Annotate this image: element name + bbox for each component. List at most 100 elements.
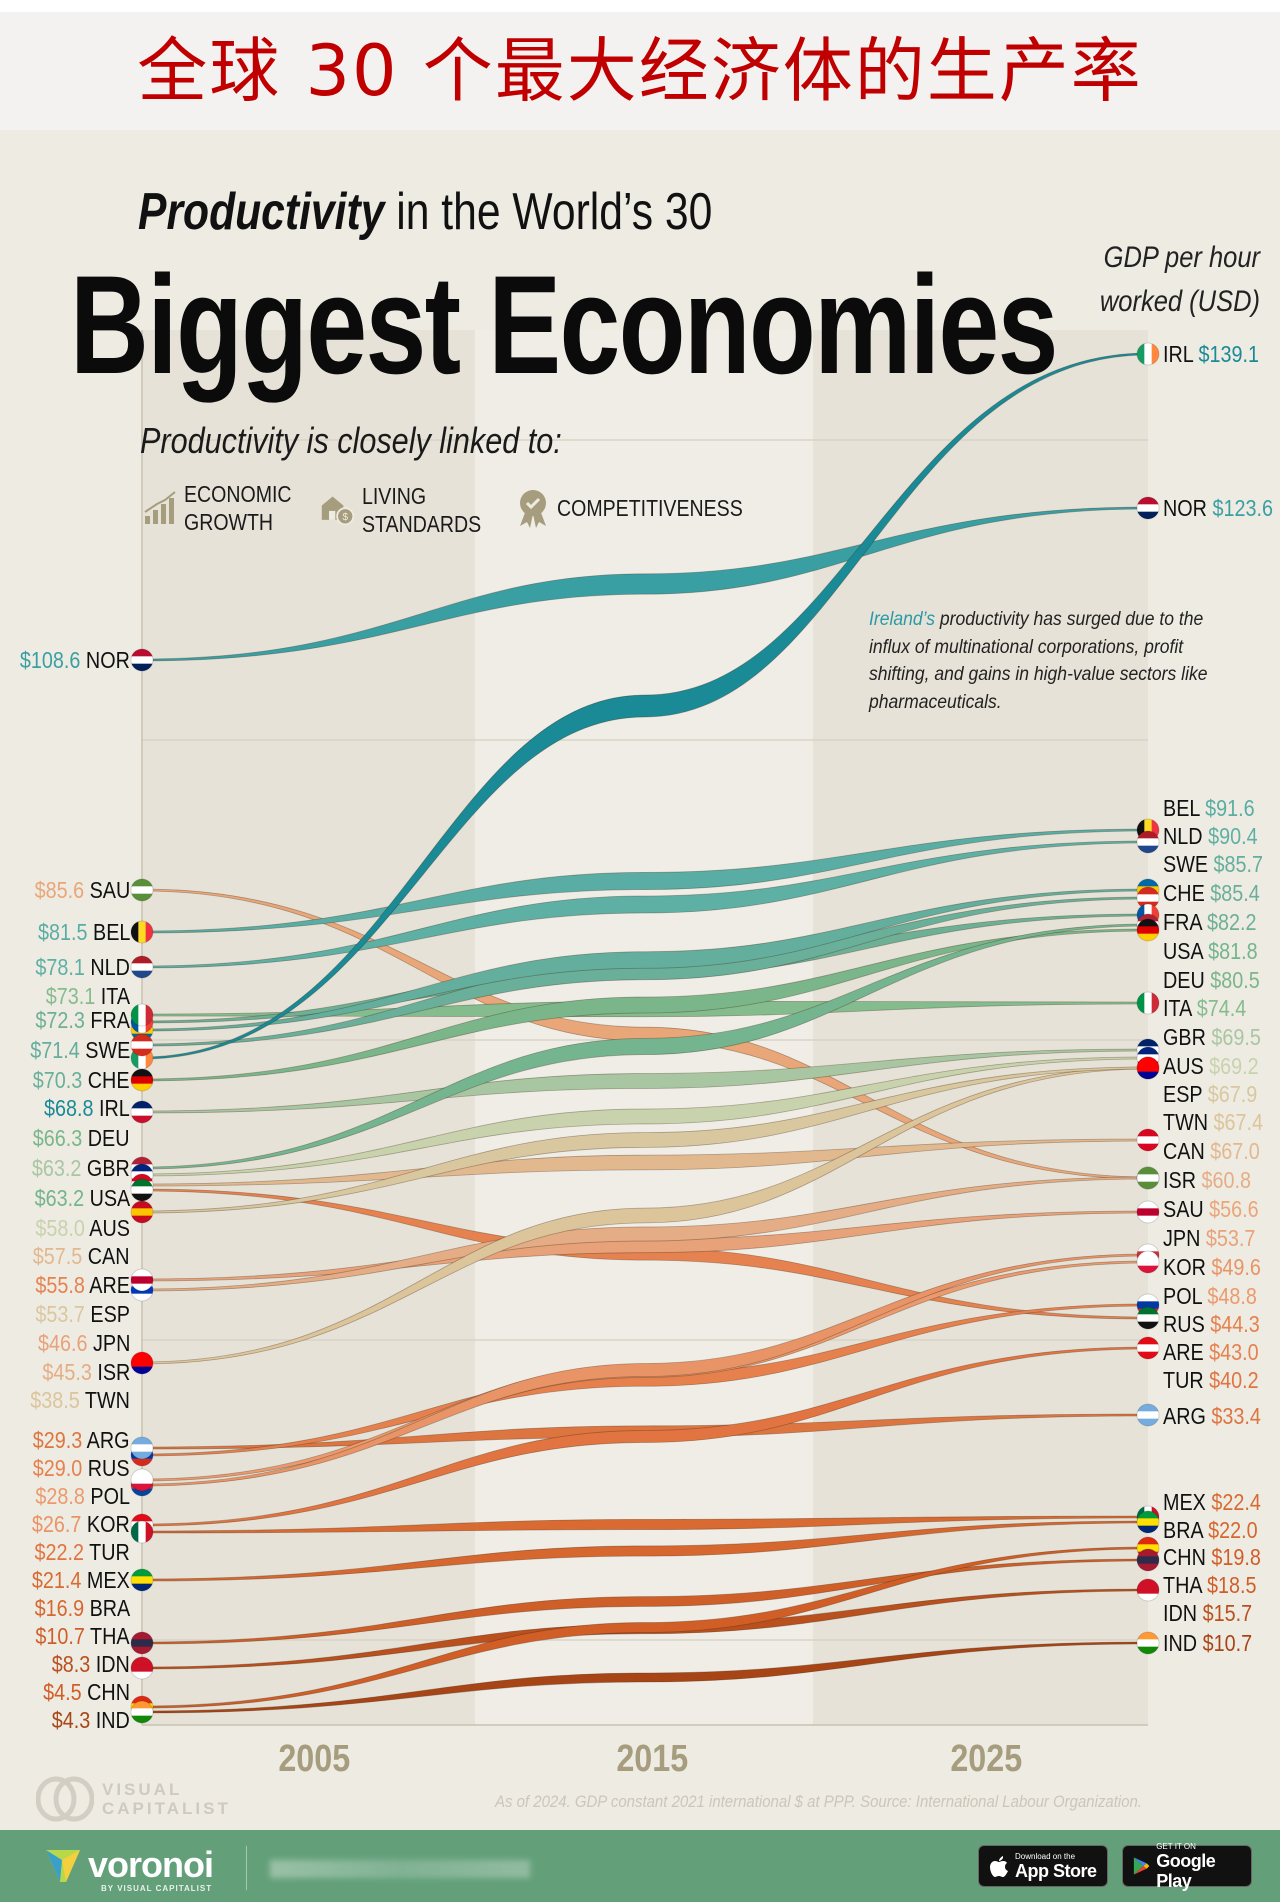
start-value: $70.3	[33, 1067, 83, 1093]
right-label-fra: FRA $82.2	[1163, 908, 1256, 936]
left-label-arg: $29.3 ARG	[33, 1426, 130, 1454]
flag-ind-icon	[1136, 1631, 1160, 1655]
right-label-gbr: GBR $69.5	[1163, 1023, 1261, 1051]
country-code: BRA	[89, 1595, 130, 1621]
annotation-text: productivity has surged due to the influ…	[869, 608, 1208, 713]
chart-title: Biggest Economies	[70, 246, 1058, 403]
ireland-annotation: Ireland’s productivity has surged due to…	[869, 606, 1247, 716]
end-value: $82.2	[1206, 909, 1257, 935]
end-value: $67.0	[1210, 1138, 1260, 1164]
left-label-fra: $72.3 FRA	[35, 1006, 130, 1034]
country-code: KOR	[1163, 1254, 1206, 1280]
voronoi-wordmark: voronoi	[88, 1844, 214, 1885]
flag-deu-icon	[130, 1068, 154, 1092]
country-code: CHN	[1163, 1544, 1206, 1570]
left-label-bra: $16.9 BRA	[34, 1594, 130, 1622]
flag-gbr-icon	[130, 1100, 154, 1124]
country-code: ISR	[1163, 1167, 1196, 1193]
left-label-irl: $68.8 IRL	[44, 1094, 130, 1122]
legend-item-competitiveness: COMPETITIVENESS	[515, 488, 776, 528]
x-tick-label: 2025	[950, 1738, 1023, 1780]
google-play-big-text: Google Play	[1156, 1850, 1216, 1891]
country-code: BRA	[1163, 1517, 1203, 1543]
start-value: $4.5	[43, 1679, 82, 1705]
legend-label: COMPETITIVENESS	[557, 495, 743, 521]
country-code: THA	[1163, 1572, 1202, 1598]
country-code: IND	[1163, 1630, 1198, 1656]
end-value: $81.8	[1208, 938, 1258, 964]
end-value: $53.7	[1205, 1225, 1256, 1251]
end-value: $69.2	[1209, 1053, 1259, 1079]
end-value: $33.4	[1211, 1403, 1261, 1429]
right-label-nld: NLD $90.4	[1163, 822, 1258, 850]
right-label-ind: IND $10.7	[1163, 1629, 1252, 1657]
country-code: CAN	[1163, 1138, 1205, 1164]
country-code: USA	[89, 1185, 130, 1211]
country-code: KOR	[87, 1511, 130, 1537]
flag-jpn-icon	[130, 1268, 154, 1292]
unit-label: GDP per hour worked (USD)	[1090, 236, 1260, 324]
country-code: ARG	[1163, 1403, 1206, 1429]
left-label-aus: $58.0 AUS	[35, 1214, 130, 1242]
flag-bra-icon	[130, 1568, 154, 1592]
visual-capitalist-logo: VISUAL CAPITALIST	[36, 1775, 231, 1823]
country-code: NOR	[1163, 495, 1207, 521]
flag-pol-icon	[130, 1468, 154, 1492]
flag-mex-icon	[130, 1520, 154, 1544]
start-value: $73.1	[45, 983, 96, 1009]
left-label-can: $57.5 CAN	[33, 1242, 130, 1270]
right-label-irl: IRL $139.1	[1163, 340, 1259, 368]
end-value: $49.6	[1211, 1254, 1261, 1280]
left-label-chn: $4.5 CHN	[43, 1678, 130, 1706]
start-value: $28.8	[35, 1483, 85, 1509]
right-label-che: CHE $85.4	[1163, 879, 1260, 907]
flag-tha-icon	[130, 1631, 154, 1655]
voronoi-tagline: BY VISUAL CAPITALIST	[101, 1884, 213, 1893]
country-code: AUS	[89, 1215, 130, 1241]
bar-chart-growth-icon	[142, 488, 178, 528]
end-value: $67.4	[1213, 1109, 1264, 1135]
country-code: TWN	[84, 1387, 130, 1413]
voronoi-logo[interactable]: voronoi	[44, 1844, 214, 1886]
right-label-are: ARE $43.0	[1163, 1338, 1259, 1366]
country-code: ARE	[89, 1272, 130, 1298]
country-code: TUR	[89, 1539, 130, 1565]
visual-capitalist-text: VISUAL CAPITALIST	[102, 1780, 231, 1818]
start-value: $81.5	[37, 919, 88, 945]
start-value: $53.7	[35, 1301, 85, 1327]
footer-divider	[246, 1846, 247, 1890]
right-label-esp: ESP $67.9	[1163, 1080, 1257, 1108]
country-code: JPN	[1163, 1225, 1201, 1251]
flag-idn-icon	[1136, 1578, 1160, 1602]
right-label-idn: IDN $15.7	[1163, 1599, 1252, 1627]
start-value: $46.6	[37, 1330, 88, 1356]
start-value: $29.3	[33, 1427, 83, 1453]
start-value: $63.2	[32, 1155, 82, 1181]
country-code: IDN	[95, 1651, 130, 1677]
flag-pol-icon	[1136, 1250, 1160, 1274]
flag-jpn-icon	[1136, 1200, 1160, 1224]
country-code: ARE	[1163, 1339, 1204, 1365]
google-play-button[interactable]: GET IT ON Google Play	[1122, 1842, 1252, 1891]
flag-nld-icon	[130, 955, 154, 979]
banner-title: 全球 30 个最大经济体的生产率	[137, 30, 1143, 112]
end-value: $69.5	[1211, 1024, 1261, 1050]
right-label-pol: POL $48.8	[1163, 1282, 1257, 1310]
right-label-ita: ITA $74.4	[1163, 994, 1246, 1022]
country-code: JPN	[92, 1330, 130, 1356]
x-tick-label: 2015	[616, 1738, 689, 1780]
country-code: THA	[90, 1623, 130, 1649]
start-value: $63.2	[34, 1185, 84, 1211]
right-label-can: CAN $67.0	[1163, 1137, 1260, 1165]
right-label-usa: USA $81.8	[1163, 937, 1258, 965]
flag-nor-icon	[1136, 496, 1160, 520]
left-label-nld: $78.1 NLD	[35, 953, 130, 981]
country-code: MEX	[87, 1567, 130, 1593]
app-store-button[interactable]: Download on the App Store	[978, 1845, 1108, 1887]
country-code: POL	[1163, 1283, 1202, 1309]
end-value: $80.5	[1210, 967, 1260, 993]
start-value: $21.4	[32, 1567, 82, 1593]
country-code: GBR	[87, 1155, 130, 1181]
right-label-nor: NOR $123.6	[1163, 494, 1273, 522]
start-value: $22.2	[34, 1539, 85, 1565]
